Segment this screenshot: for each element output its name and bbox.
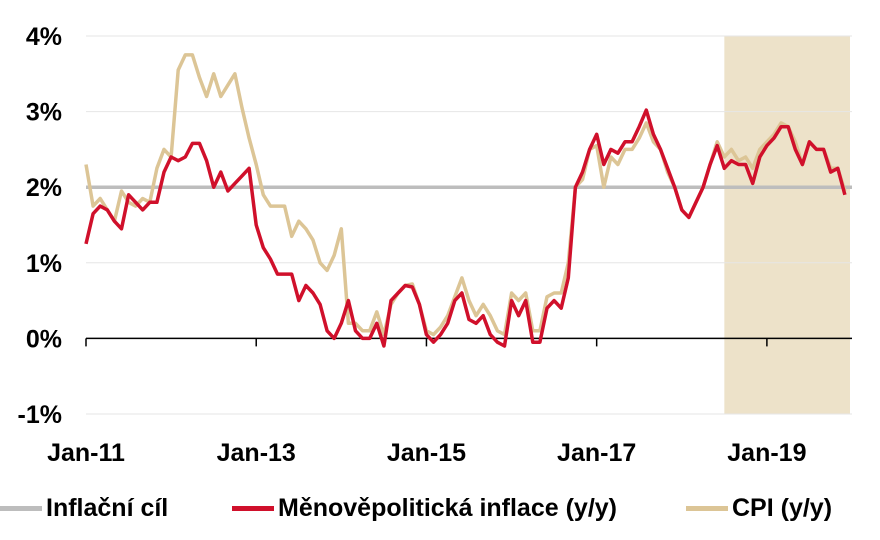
legend-swatch-target (0, 505, 42, 511)
legend-swatch-monetary-policy-inflation (232, 505, 274, 511)
y-tick-label: 3% (26, 99, 62, 127)
x-tick-label: Jan-17 (557, 439, 636, 467)
x-tick-label: Jan-11 (47, 439, 125, 467)
chart: 4% 3% 2% 1% 0% -1% Jan-11 Jan-13 Jan-15 Jan-17 Ja… (18, 23, 852, 467)
y-tick-label: -1% (18, 401, 62, 429)
series-line-monetary-policy-inflation (84, 108, 847, 348)
y-tick-label: 4% (26, 23, 62, 51)
x-tick-label: Jan-13 (217, 439, 296, 467)
legend-item-cpi: CPI (y/y) (686, 485, 832, 531)
x-tick-label: Jan-15 (387, 439, 466, 467)
legend-label-cpi: CPI (y/y) (732, 493, 833, 522)
forecast-shaded-region (724, 36, 850, 414)
legend-item-monetary-policy-inflation: Měnověpolitická inflace (y/y) (232, 485, 617, 531)
legend-swatch-cpi (686, 505, 728, 511)
legend-item-target: Inflační cíl (0, 485, 168, 531)
x-tick-label: Jan-19 (727, 439, 806, 467)
legend: Inflační cíl Měnověpolitická inflace (y/… (0, 485, 880, 531)
y-tick-label: 2% (26, 174, 62, 202)
legend-label-monetary-policy-inflation: Měnověpolitická inflace (y/y) (278, 493, 617, 522)
y-tick-label: 0% (26, 325, 62, 353)
y-tick-label: 1% (26, 250, 62, 278)
legend-label-target: Inflační cíl (46, 493, 169, 522)
